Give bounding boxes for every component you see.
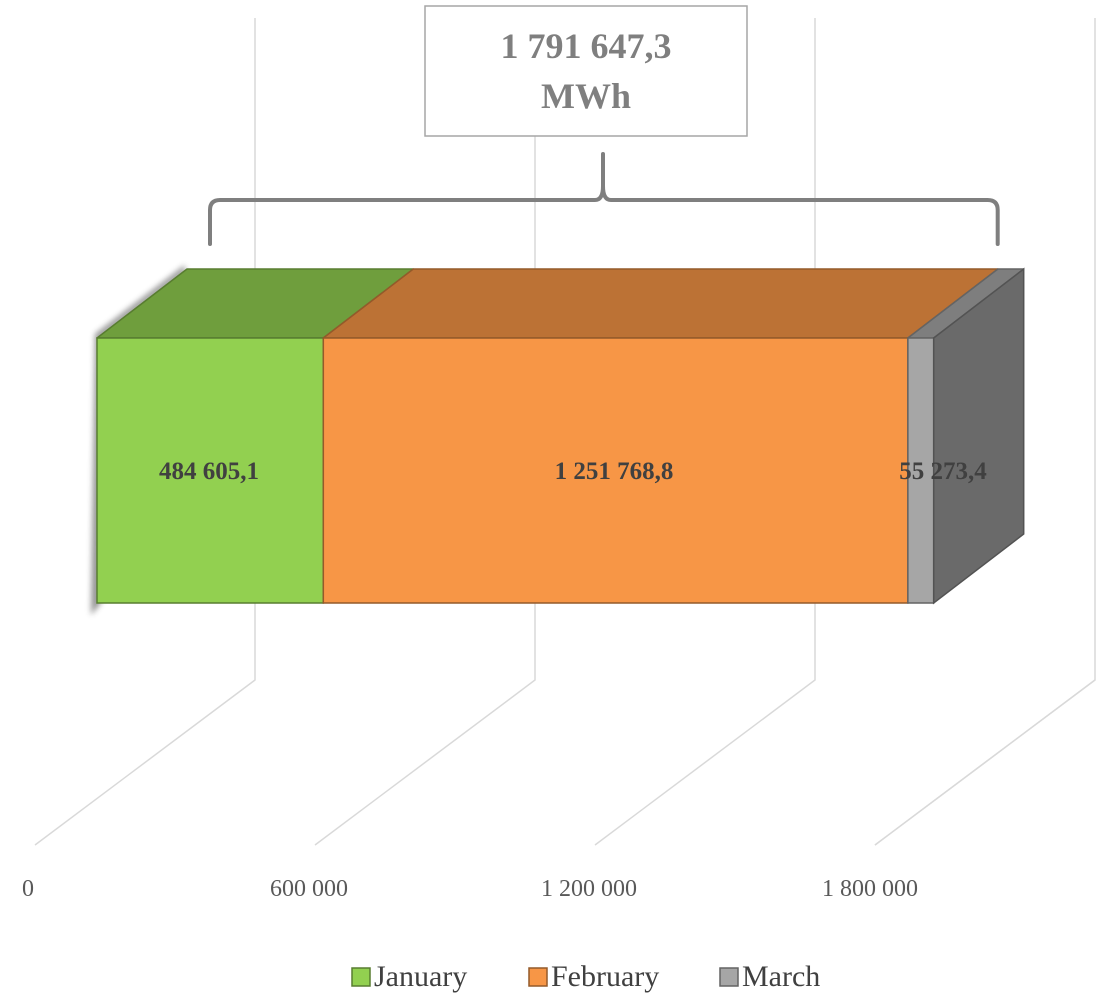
total-annotation: 1 791 647,3 MWh xyxy=(208,5,1000,246)
legend: January February March xyxy=(351,960,820,993)
legend-swatch-february xyxy=(528,967,548,987)
gridlines xyxy=(34,18,1096,846)
legend-label-january: January xyxy=(374,960,467,993)
bar-segments xyxy=(91,265,1025,615)
data-label-march: 55 273,4 xyxy=(899,458,987,485)
gridline-end xyxy=(874,679,1096,846)
legend-swatch-march xyxy=(719,967,739,987)
x-tick-label-0: 0 xyxy=(22,876,34,902)
data-label-february: 1 251 768,8 xyxy=(555,458,674,485)
gridline-2 xyxy=(594,18,816,846)
bar-front-january xyxy=(96,337,325,604)
total-label-value: 1 791 647,3 xyxy=(501,26,672,66)
legend-label-february: February xyxy=(551,960,659,993)
bar-top-february xyxy=(322,268,999,339)
total-brace xyxy=(208,152,1000,246)
gridline-0 xyxy=(34,18,256,846)
bar-front-march xyxy=(907,337,935,604)
x-tick-label-2: 1 200 000 xyxy=(541,876,637,902)
total-label-box xyxy=(424,5,748,137)
bar-side-march xyxy=(932,267,1025,605)
x-tick-label-1: 600 000 xyxy=(270,876,348,902)
total-label-unit: MWh xyxy=(541,76,631,116)
legend-label-march: March xyxy=(742,960,820,993)
x-axis-tick-labels: 0 600 000 1 200 000 1 800 000 xyxy=(22,876,918,902)
bar-front-february xyxy=(322,337,909,604)
legend-swatch-january xyxy=(351,967,371,987)
data-label-january: 484 605,1 xyxy=(159,458,259,485)
data-labels: 484 605,1 1 251 768,8 55 273,4 xyxy=(159,458,987,485)
gridline-1 xyxy=(314,18,536,846)
x-tick-label-3: 1 800 000 xyxy=(822,876,918,902)
